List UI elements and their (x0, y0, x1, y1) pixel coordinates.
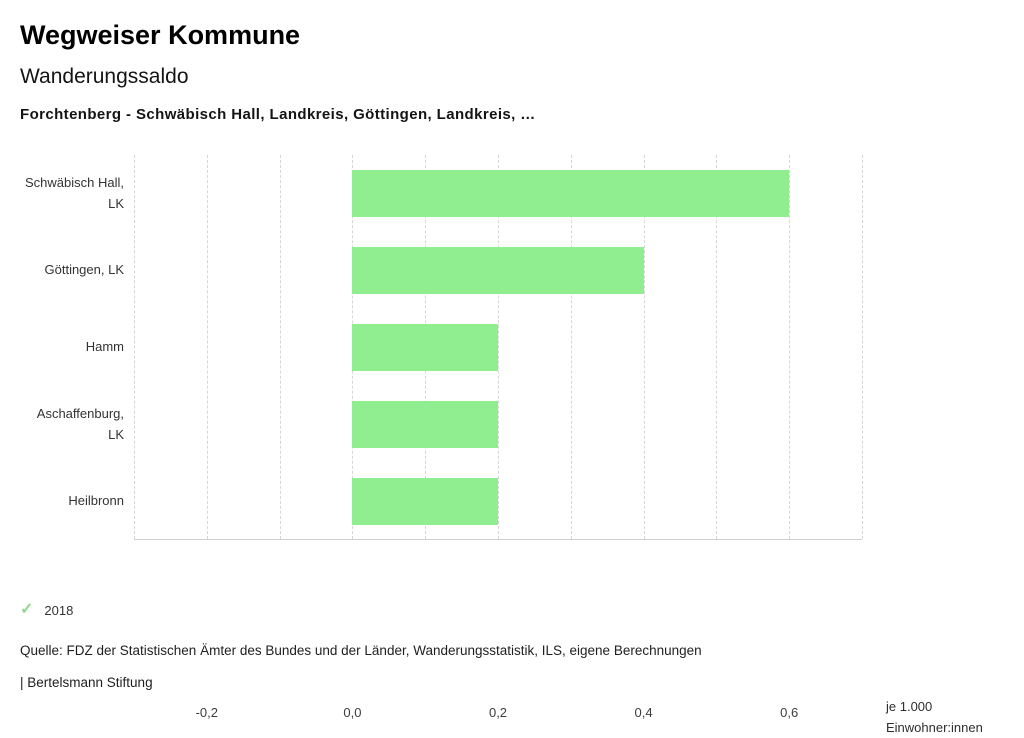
category-label-text: Schwäbisch Hall, LK (25, 175, 124, 211)
category-label: Schwäbisch Hall, LK (0, 155, 124, 232)
selection-subtitle: Forchtenberg - Schwäbisch Hall, Landkrei… (20, 106, 536, 123)
category-label: Heilbronn (0, 463, 124, 540)
category-label-column: Schwäbisch Hall, LK Göttingen, LK Hamm Asch… (0, 155, 124, 540)
chart-bar[interactable] (352, 324, 498, 371)
gridline (862, 155, 863, 539)
gridline (570, 155, 572, 539)
attribution: | Bertelsmann Stiftung (20, 675, 153, 690)
source-note: Quelle: FDZ der Statistischen Ämter des … (20, 643, 702, 658)
category-label-text: Göttingen, LK (44, 262, 125, 278)
gridline (716, 155, 718, 539)
category-label-text: Heilbronn (68, 493, 124, 509)
unit-line-2: Einwohner:innen (886, 720, 983, 736)
category-label-text: Aschaffenburg, LK (36, 406, 124, 442)
category-label: Hamm (0, 309, 124, 386)
x-tick-label: 0,2 (488, 705, 508, 720)
category-label: Göttingen, LK (0, 232, 125, 309)
x-axis: -0,2 0,0 0,2 0,4 0,6 (134, 695, 862, 720)
gridline (498, 155, 499, 539)
gridline (279, 155, 281, 539)
axis-unit-label: je 1.000 Einwohner:innen (886, 696, 983, 738)
chart-bar[interactable] (352, 478, 498, 525)
unit-line-1: je 1.000 (886, 699, 933, 714)
chart-bar[interactable] (352, 170, 790, 217)
chart-bar[interactable] (352, 247, 644, 294)
chart-bar[interactable] (352, 401, 498, 448)
x-tick-label: -0,2 (195, 705, 218, 720)
x-tick-label: 0,6 (780, 705, 799, 720)
gridline (789, 155, 791, 539)
plot-area (134, 155, 863, 540)
legend-label: 2018 (44, 602, 74, 618)
legend-item-2018[interactable]: ✓ 2018 (20, 602, 73, 618)
app-title: Wegweiser Kommune (20, 20, 301, 50)
category-label: Aschaffenburg, LK (0, 386, 124, 463)
gridline (643, 155, 645, 539)
gridline (134, 155, 135, 539)
x-tick-label: 0,0 (343, 705, 362, 720)
check-icon: ✓ (20, 601, 34, 618)
category-label-text: Hamm (85, 339, 124, 355)
x-tick-label: 0,4 (634, 705, 653, 720)
bar-chart: Schwäbisch Hall, LK Göttingen, LK Hamm Asch… (0, 155, 1024, 735)
gridline (206, 155, 208, 539)
indicator-title: Wanderungssaldo (20, 65, 189, 88)
